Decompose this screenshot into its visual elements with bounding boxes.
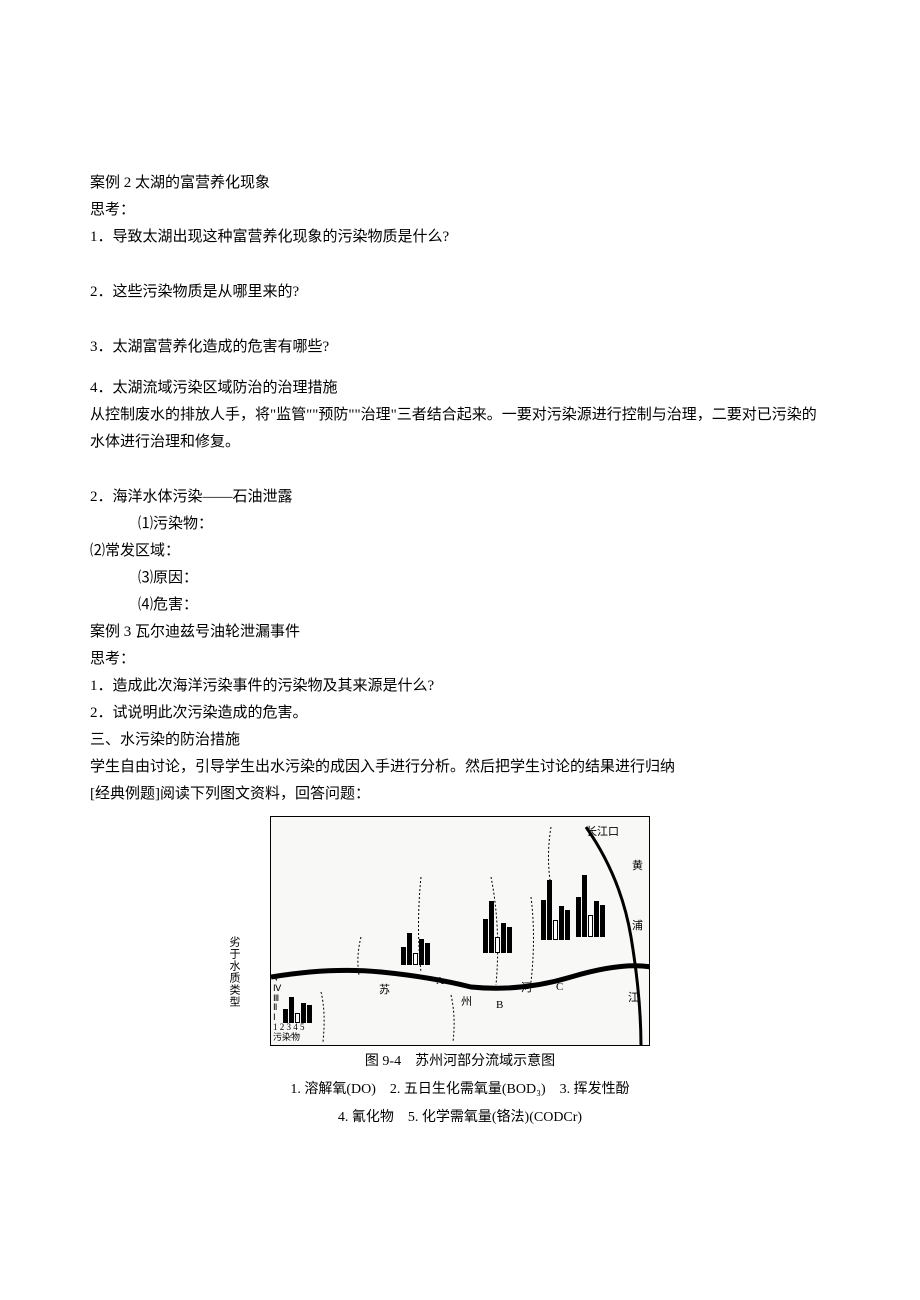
figure-container: 劣于水质类型 长江口 黄 浦 江 苏 州 河 bbox=[90, 816, 830, 1129]
bar bbox=[489, 901, 494, 953]
legend-x-label: 1 2 3 4 5 污染物 bbox=[273, 1023, 312, 1043]
case3-question-2: 2．试说明此次污染造成的危害。 bbox=[90, 700, 830, 727]
figure-caption-title: 图 9-4 苏州河部分流域示意图 bbox=[365, 1050, 555, 1074]
bar bbox=[588, 915, 593, 937]
label-a: A bbox=[436, 975, 444, 987]
bar bbox=[565, 910, 570, 940]
legend-axis-label: 劣于水质类型 bbox=[226, 936, 242, 1008]
bar bbox=[289, 997, 294, 1023]
question-1: 1．导致太湖出现这种富营养化现象的污染物质是什么? bbox=[90, 224, 830, 251]
label-jiang: 江 bbox=[628, 989, 639, 1005]
bar-group-left bbox=[401, 933, 430, 965]
label-zhou: 州 bbox=[461, 993, 472, 1009]
bar bbox=[483, 919, 488, 953]
bar bbox=[600, 905, 605, 937]
bar bbox=[501, 923, 506, 953]
bar-group-legend bbox=[283, 997, 312, 1023]
bar bbox=[495, 937, 500, 953]
bar bbox=[576, 897, 581, 937]
sec2-item-a: ⑴污染物： bbox=[90, 511, 830, 538]
bar bbox=[594, 901, 599, 937]
bar bbox=[419, 939, 424, 965]
label-pu: 浦 bbox=[632, 917, 643, 933]
label-su: 苏 bbox=[379, 981, 390, 997]
sec2-item-b: ⑵常发区域： bbox=[90, 538, 830, 565]
bar bbox=[541, 900, 546, 940]
label-changjiang: 长江口 bbox=[586, 823, 619, 839]
sec2-item-d: ⑷危害： bbox=[90, 592, 830, 619]
bar bbox=[401, 947, 406, 965]
section-3-title: 三、水污染的防治措施 bbox=[90, 727, 830, 754]
example-label: [经典例题]阅读下列图文资料，回答问题： bbox=[90, 781, 830, 808]
question-4: 4．太湖流域污染区域防治的治理措施 bbox=[90, 375, 830, 402]
bar bbox=[507, 927, 512, 953]
label-he: 河 bbox=[521, 979, 532, 995]
bar bbox=[307, 1005, 312, 1023]
bar-group-right2 bbox=[576, 875, 605, 937]
bar bbox=[413, 953, 418, 965]
section-2-title: 2．海洋水体污染——石油泄露 bbox=[90, 484, 830, 511]
bar bbox=[547, 880, 552, 940]
label-b: B bbox=[496, 999, 503, 1011]
label-huang: 黄 bbox=[632, 857, 643, 873]
think-label-2: 思考： bbox=[90, 646, 830, 673]
bar-group-right1 bbox=[541, 880, 570, 940]
figure-caption-line1: 1. 溶解氧(DO) 2. 五日生化需氧量(BOD₃) 3. 挥发性酚 bbox=[290, 1078, 629, 1102]
question-3: 3．太湖富营养化造成的危害有哪些? bbox=[90, 334, 830, 361]
bar bbox=[559, 906, 564, 940]
sec2-item-c: ⑶原因： bbox=[90, 565, 830, 592]
bar bbox=[425, 943, 430, 965]
bar bbox=[553, 920, 558, 940]
question-4-body: 从控制废水的排放人手，将"监管""预防""治理"三者结合起来。一要对污染源进行控… bbox=[90, 402, 830, 456]
bar-group-mid bbox=[483, 901, 512, 953]
question-2: 2．这些污染物质是从哪里来的? bbox=[90, 279, 830, 306]
label-c: C bbox=[556, 981, 563, 993]
map-figure: 长江口 黄 浦 江 苏 州 河 A B C V Ⅳ Ⅲ Ⅱ Ⅰ 1 2 3 4 … bbox=[270, 816, 650, 1046]
figure-caption-line2: 4. 氰化物 5. 化学需氧量(铬法)(CODCr) bbox=[338, 1106, 582, 1130]
bar bbox=[582, 875, 587, 937]
bar bbox=[301, 1003, 306, 1023]
case2-title: 案例 2 太湖的富营养化现象 bbox=[90, 170, 830, 197]
bar bbox=[407, 933, 412, 965]
case3-question-1: 1．造成此次海洋污染事件的污染物及其来源是什么? bbox=[90, 673, 830, 700]
section-3-body: 学生自由讨论，引导学生出水污染的成因入手进行分析。然后把学生讨论的结果进行归纳 bbox=[90, 754, 830, 781]
think-label-1: 思考： bbox=[90, 197, 830, 224]
legend-left-block: V Ⅳ Ⅲ Ⅱ Ⅰ 1 2 3 4 5 污染物 bbox=[273, 974, 312, 1043]
bar bbox=[283, 1009, 288, 1023]
case3-title: 案例 3 瓦尔迪兹号油轮泄漏事件 bbox=[90, 619, 830, 646]
legend-ticks: V Ⅳ Ⅲ Ⅱ Ⅰ bbox=[273, 974, 281, 1023]
